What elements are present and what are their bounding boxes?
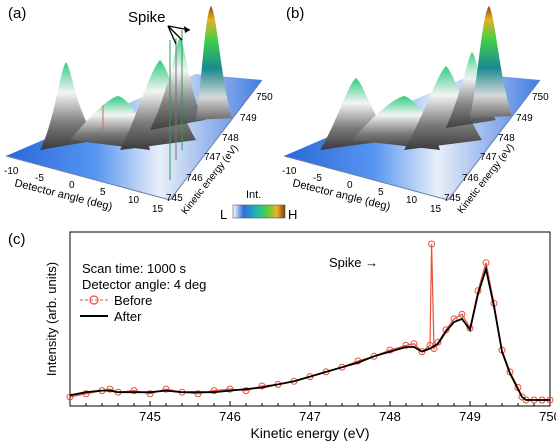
panel-a-spike-arrowhead [184,26,190,33]
panel-a-spike-arrow-3 [167,25,183,41]
series-before-point [210,387,218,395]
panel-a-right-edge [169,79,263,201]
panel-c-series [66,240,554,404]
panel-c-xtick-label: 749 [459,409,481,424]
panel-b-ytick: 750 [532,92,549,103]
series-before-point [226,385,234,393]
panel-a-front-edge [5,155,171,201]
panel-b-ytick: 748 [498,133,515,144]
colorbar-title: Int. [246,189,261,201]
legend-before-marker [89,295,99,305]
legend-after-label: After [114,309,142,324]
series-before-point [82,390,90,398]
series-before-point [428,240,436,248]
panel-a-ytick: 745 [166,193,183,204]
panel-a-xtick: 15 [152,204,164,215]
panel-c-xtick-label: 745 [139,409,161,424]
panel-a-label: (a) [8,5,26,22]
panel-b-xtick: 5 [378,187,384,198]
panel-a-ytick: 748 [222,133,239,144]
panel-c-spike-label: Spike → [329,255,378,270]
panel-c-ticks: 745 746 747 748 749 750 [69,401,556,424]
panel-a-ytick: 749 [240,113,257,124]
panel-a-xtick: -5 [35,173,44,184]
panel-b-ridge-right [404,66,482,150]
panel-b-ytick: 745 [444,193,461,204]
panel-a-ytick: 746 [186,173,203,184]
series-before-point [194,390,202,398]
panel-c-label: (c) [8,231,26,248]
panel-b-main-peak [470,6,512,118]
colorbar-low-label: L [220,207,227,222]
panel-a-spike-label: Spike [128,9,166,26]
panel-c-xtick-label: 748 [379,409,401,424]
panel-a-ytick: 750 [256,92,273,103]
colorbar-high-label: H [288,207,297,222]
panel-b-right-edge [447,79,541,201]
series-before-point [434,338,442,346]
panel-b-label: (b) [286,5,304,22]
panel-b: (b) -10 -5 0 5 10 15 Detector angle (deg… [282,5,549,216]
panel-c: (c) 745 746 747 748 749 750 Kinetic energy (e… [8,231,556,441]
series-before-point [458,310,466,318]
series-before-point [258,382,266,390]
panel-c-annotation-angle: Detector angle: 4 deg [82,277,206,292]
legend-before-label: Before [114,293,152,308]
panel-a-xtick: 5 [100,187,106,198]
panel-b-xtick: 15 [430,204,442,215]
panel-a-xtick: 10 [128,195,140,206]
panel-b-xtick: 0 [347,180,353,191]
panel-c-x-axis-title: Kinetic energy (eV) [250,425,369,441]
series-before-point [162,385,170,393]
series-after-line [69,265,550,401]
panel-a-ytick: 747 [204,152,221,163]
panel-c-xtick-label: 746 [219,409,241,424]
panel-b-x-axis-title: Detector angle (deg) [291,177,391,213]
panel-a-ridge-right [120,60,196,150]
series-before-point [482,259,490,267]
panel-b-front-edge [283,155,449,201]
series-before-point [66,393,74,401]
panel-c-y-axis-title: Intensity (arb. units) [44,262,59,376]
series-before-point [402,341,410,349]
panel-b-xtick: -10 [282,166,297,177]
panel-b-ytick: 746 [462,173,479,184]
panel-a-ridge-back [150,38,205,130]
panel-c-xtick-label: 750 [539,409,556,424]
series-before-point [106,385,114,393]
panel-b-ytick: 749 [516,113,533,124]
panel-a-xtick: 0 [69,180,75,191]
panel-a-xtick: -10 [4,166,19,177]
panel-c-xtick-label: 747 [299,409,321,424]
panel-c-legend: Before After [80,293,152,324]
panel-b-xtick: 10 [406,195,418,206]
series-before-point [242,387,250,395]
series-before-point [146,390,154,398]
panel-c-annotation-scan: Scan time: 1000 s [82,261,187,276]
series-before-point [418,348,426,356]
panel-a: (a) Spike -10 -5 0 5 10 15 Detector angl… [4,5,297,222]
panel-b-xtick: -5 [313,173,322,184]
panel-a-spike-arrow-2 [167,25,177,45]
colorbar [232,204,286,219]
panel-a-x-axis-title: Detector angle (deg) [13,177,113,213]
series-before-point [130,387,138,395]
panel-b-ytick: 747 [480,152,497,163]
panel-a-main-peak [196,6,232,120]
